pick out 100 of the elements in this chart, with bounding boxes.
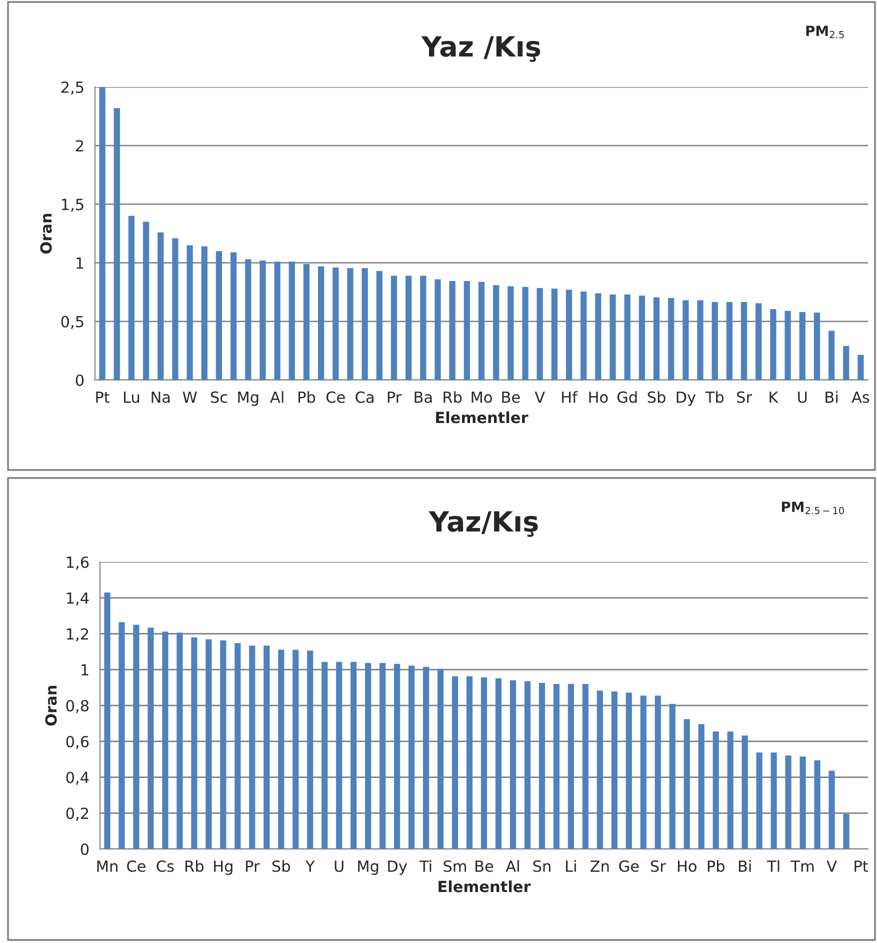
x-tick-label: Tl	[766, 860, 780, 872]
bar	[784, 310, 791, 380]
bar	[770, 309, 776, 380]
x-tick-label: U	[334, 860, 344, 872]
bar	[524, 681, 531, 849]
x-tick-label: Bi	[738, 860, 751, 872]
x-tick-label: Lu	[124, 392, 140, 403]
x-tick-label: Mg	[358, 860, 378, 875]
bar	[362, 268, 368, 380]
bar	[582, 684, 588, 849]
bar	[828, 330, 835, 380]
x-tick-label: Hf	[562, 391, 578, 403]
bar	[158, 232, 164, 380]
bar	[654, 696, 661, 849]
bar	[640, 696, 646, 849]
y-tick-label: 0	[76, 374, 84, 386]
bar	[288, 262, 295, 380]
bar	[408, 666, 415, 849]
bar	[206, 639, 212, 849]
x-tick-label: Sn	[533, 860, 550, 872]
bar	[249, 646, 256, 849]
bar	[220, 640, 226, 849]
y-tick-label: 2	[76, 140, 84, 152]
bar	[726, 302, 733, 380]
x-tick-label: Ho	[589, 392, 608, 403]
bar	[568, 684, 574, 849]
bar	[770, 752, 777, 849]
bar	[740, 302, 748, 380]
chart-title: Yaz /Kış	[421, 36, 540, 62]
x-tick-label: Cs	[156, 860, 174, 872]
x-tick-label: Ce	[326, 391, 345, 403]
x-tick-label: Rb	[444, 391, 462, 403]
x-tick-label: K	[770, 392, 779, 403]
bar	[478, 282, 485, 380]
x-tick-label: Pt	[854, 860, 868, 872]
bar	[495, 678, 502, 849]
bar	[278, 650, 284, 849]
x-tick-label: V	[826, 860, 837, 872]
x-tick-label: Pr	[388, 392, 402, 403]
bar	[128, 216, 135, 380]
x-tick-label: Rb	[186, 860, 204, 872]
x-tick-label: Dy	[676, 392, 696, 406]
bar	[466, 676, 473, 849]
bar	[394, 664, 400, 849]
y-tick-label: 1,5	[62, 198, 84, 212]
bar	[522, 286, 528, 380]
bar	[799, 312, 806, 380]
bar	[510, 680, 516, 849]
bar	[176, 632, 183, 849]
bar	[114, 108, 120, 380]
x-tick-label: Tm	[790, 860, 814, 872]
x-tick-label: Ho	[678, 860, 696, 872]
x-tick-label: Ge	[619, 860, 639, 872]
y-tick-label: 1,6	[66, 556, 89, 570]
x-tick-label: Pb	[708, 860, 724, 872]
bar	[668, 298, 674, 380]
bar	[698, 724, 704, 849]
x-tick-label: Y	[305, 860, 315, 872]
x-tick-label: Sb	[272, 860, 290, 872]
x-tick-label: Be	[476, 860, 494, 872]
bar	[434, 279, 441, 380]
bar	[365, 662, 372, 849]
bar	[580, 292, 587, 380]
y-tick-label: 1,2	[66, 628, 88, 642]
x-tick-label: Na	[152, 392, 170, 403]
x-tick-label: As	[852, 392, 870, 403]
bar	[800, 756, 806, 849]
x-tick-label: Be	[502, 392, 520, 403]
x-tick-label: Zn	[590, 860, 609, 872]
bar	[551, 288, 558, 380]
y-tick-label: 1	[82, 664, 88, 676]
x-tick-label: Sr	[650, 860, 666, 872]
bar	[508, 286, 514, 380]
y-tick-label: 0,4	[66, 772, 89, 785]
x-tick-label: Ba	[414, 392, 432, 403]
bar	[307, 650, 314, 849]
y-tick-label: 2,5	[61, 81, 84, 95]
bar	[611, 692, 618, 849]
y-axis-title: Oran	[40, 214, 52, 254]
x-tick-label: Mg	[238, 392, 258, 406]
bar	[318, 266, 324, 380]
bar	[843, 814, 850, 849]
y-tick-label: 0,6	[66, 736, 89, 749]
bar	[376, 271, 382, 380]
bar	[727, 732, 734, 849]
bar	[390, 276, 398, 380]
bar	[785, 756, 792, 849]
bar	[756, 303, 762, 380]
x-axis-title: Elementler	[436, 411, 528, 424]
x-tick-label: Ca	[356, 391, 374, 403]
bar	[118, 622, 125, 849]
bar	[669, 704, 676, 849]
bar	[380, 662, 386, 849]
bar	[172, 238, 178, 380]
bar	[653, 297, 660, 380]
bar	[264, 646, 270, 849]
x-tick-label: Dy	[388, 860, 408, 875]
bar	[596, 690, 603, 849]
bar	[814, 312, 820, 380]
y-tick-label: 1	[76, 257, 84, 269]
